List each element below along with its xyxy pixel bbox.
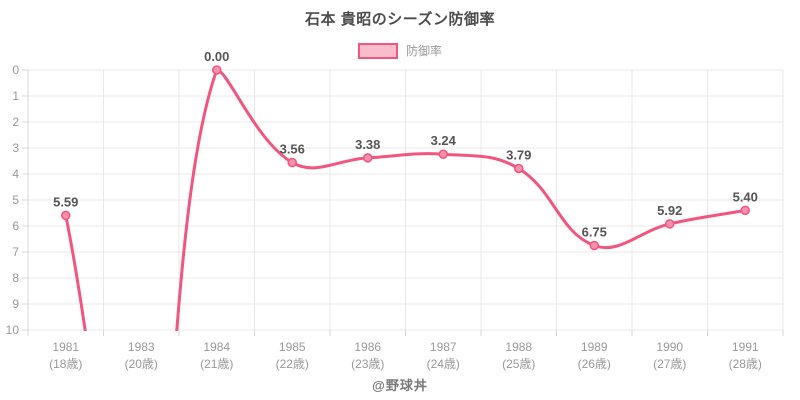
data-point-marker[interactable] bbox=[589, 240, 599, 251]
value-label: 6.75 bbox=[582, 225, 607, 240]
x-tick-label-year: 1989 bbox=[581, 340, 608, 354]
value-label: 3.38 bbox=[355, 137, 380, 152]
x-tick-label-age: (23歳) bbox=[351, 357, 384, 371]
value-label: 3.79 bbox=[506, 148, 531, 163]
data-point-marker[interactable] bbox=[665, 219, 675, 229]
data-point-marker[interactable] bbox=[287, 157, 297, 168]
x-tick-label-year: 1981 bbox=[52, 340, 79, 354]
legend-label: 防御率 bbox=[405, 44, 442, 58]
y-tick-label: 6 bbox=[12, 219, 19, 233]
data-point-marker[interactable] bbox=[740, 205, 750, 216]
y-tick-label: 5 bbox=[12, 193, 19, 207]
x-tick-label-age: (22歳) bbox=[276, 357, 309, 371]
x-tick-label-age: (18歳) bbox=[49, 357, 82, 371]
y-tick-label: 10 bbox=[6, 323, 20, 337]
data-point-marker[interactable] bbox=[61, 210, 71, 221]
x-tick-label-age: (25歳) bbox=[502, 357, 535, 371]
y-tick-label: 0 bbox=[12, 63, 19, 77]
x-tick-label-age: (20歳) bbox=[125, 357, 158, 371]
x-tick-label-age: (28歳) bbox=[729, 357, 762, 371]
footer-credit: @野球丼 bbox=[372, 378, 428, 393]
value-label: 5.40 bbox=[733, 189, 758, 204]
x-tick-label-age: (21歳) bbox=[200, 357, 233, 371]
x-tick-label-year: 1988 bbox=[505, 340, 532, 354]
data-point-marker[interactable] bbox=[363, 153, 373, 163]
value-label: 0.00 bbox=[204, 49, 229, 64]
x-tick-label-age: (24歳) bbox=[427, 357, 460, 371]
data-point-marker[interactable] bbox=[212, 65, 222, 75]
x-tick-label-year: 1983 bbox=[128, 340, 155, 354]
y-tick-label: 7 bbox=[12, 245, 19, 259]
x-tick-label-year: 1985 bbox=[279, 340, 306, 354]
value-label: 3.24 bbox=[431, 133, 457, 148]
x-tick-label-age: (27歳) bbox=[653, 357, 686, 371]
data-point-marker[interactable] bbox=[514, 163, 524, 174]
x-tick-label-year: 1987 bbox=[430, 340, 457, 354]
y-tick-label: 9 bbox=[12, 297, 19, 311]
x-tick-label-year: 1991 bbox=[732, 340, 759, 354]
value-label: 5.59 bbox=[53, 194, 78, 209]
y-tick-label: 3 bbox=[12, 141, 19, 155]
y-tick-label: 8 bbox=[12, 271, 19, 285]
x-tick-label-year: 1986 bbox=[354, 340, 381, 354]
x-tick-label-year: 1984 bbox=[203, 340, 230, 354]
value-label: 3.56 bbox=[280, 142, 305, 157]
y-tick-label: 1 bbox=[12, 89, 19, 103]
x-tick-label-age: (26歳) bbox=[578, 357, 611, 371]
chart-title: 石本 貴昭のシーズン防御率 bbox=[305, 11, 495, 28]
value-label: 5.92 bbox=[657, 203, 682, 218]
legend-swatch-icon bbox=[357, 42, 398, 59]
y-tick-label: 4 bbox=[12, 167, 19, 181]
data-point-marker[interactable] bbox=[438, 149, 448, 159]
legend-item-era[interactable]: 防御率 bbox=[357, 42, 442, 59]
x-tick-label-year: 1990 bbox=[656, 340, 683, 354]
legend: 防御率 bbox=[0, 42, 800, 59]
y-tick-label: 2 bbox=[12, 115, 19, 129]
series-group bbox=[61, 65, 750, 331]
